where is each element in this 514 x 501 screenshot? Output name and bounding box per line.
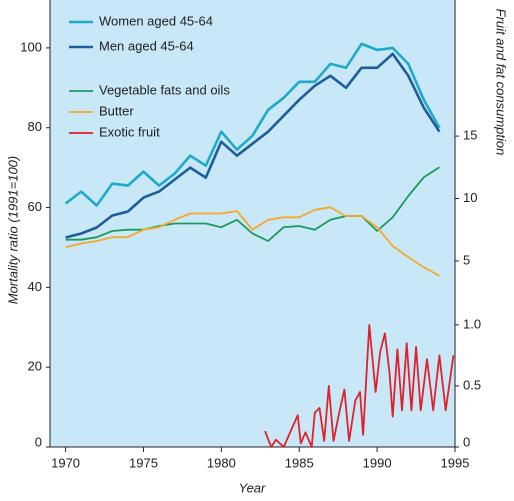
x-tick-label: 1975 [129,455,158,470]
y-tick-label: 0 [35,434,42,449]
x-tick-label: 1995 [441,455,470,470]
plot-background [50,0,455,447]
y2-tick-label: 15 [463,128,477,143]
legend-label: Exotic fruit [99,124,160,139]
x-tick-label: 1970 [51,455,80,470]
series-line [65,166,440,242]
y3-tick-label: 0 [463,434,470,449]
series-line [264,324,455,448]
y-tick-label: 40 [28,279,42,294]
legend-label: Men aged 45-64 [99,38,194,53]
x-tick-label: 1990 [363,455,392,470]
legend-label: Women aged 45-64 [99,13,213,28]
x-tick-label: 1985 [285,455,314,470]
series-line [65,52,441,239]
x-axis-title: Year [239,480,266,495]
series-line [64,42,441,207]
y3-tick-label: 0.5 [463,377,481,392]
legend-label: Vegetable fats and oils [99,82,230,97]
y2-tick-label: 5 [463,252,470,267]
y-tick-label: 100 [20,39,42,54]
y-tick-label: 20 [28,359,42,374]
y-tick-label: 80 [28,119,42,134]
series-line [65,206,440,277]
y-axis-title: Mortality ratio (1991=100) [5,156,20,305]
y3-tick-label: 1.0 [463,316,481,331]
x-tick-label: 1980 [207,455,236,470]
y2-axis-title: Fruit and fat consumption [494,9,509,156]
y2-tick-label: 10 [463,190,477,205]
legend-label: Butter [99,103,134,118]
y-tick-label: 60 [28,199,42,214]
